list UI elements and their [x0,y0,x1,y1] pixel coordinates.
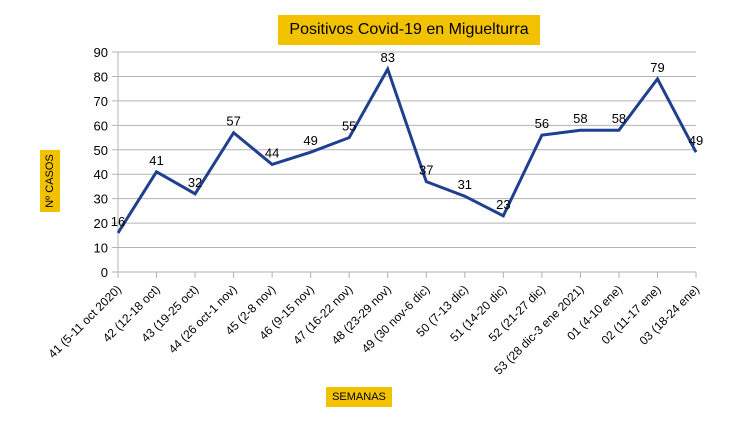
data-label: 37 [419,163,433,178]
x-axis-label: SEMANAS [326,387,392,407]
data-label: 49 [689,133,703,148]
series-line [116,65,698,234]
data-label: 41 [149,153,163,168]
y-tick-label: 50 [94,143,108,158]
x-tick-label: 44 (26 oct-1 nov) [166,282,240,356]
y-tick-label: 70 [94,94,108,109]
data-label: 56 [535,116,549,131]
data-label: 31 [458,177,472,192]
y-tick-label: 60 [94,118,108,133]
data-label: 83 [380,50,394,65]
y-tick-label: 90 [94,45,108,60]
y-axis-label-text: Nº CASOS [44,154,56,208]
data-label: 23 [496,197,510,212]
y-tick-label: 40 [94,167,108,182]
data-label: 44 [265,145,279,160]
y-axis-ticks: 0 10 20 30 40 50 60 70 80 90 [94,45,108,280]
data-label: 58 [573,111,587,126]
x-axis-ticks: 41 (5-11 oct 2020)42 (12-18 oct)43 (19-2… [46,272,702,378]
data-label: 79 [650,60,664,75]
data-label: 32 [188,175,202,190]
data-label: 57 [226,114,240,129]
data-label: 55 [342,119,356,134]
data-labels: 16 41 32 57 44 49 55 83 37 31 23 56 58 58 79 49 [111,50,703,229]
data-label: 49 [303,133,317,148]
y-tick-label: 0 [101,265,108,280]
gridlines [112,51,696,278]
chart-title: Positivos Covid-19 en Miguelturra [278,15,540,45]
data-label: 16 [111,214,125,229]
y-tick-label: 80 [94,69,108,84]
y-tick-label: 30 [94,192,108,207]
y-axis-label: Nº CASOS [40,150,60,212]
y-tick-label: 10 [94,241,108,256]
y-tick-label: 20 [94,216,108,231]
data-label: 58 [612,111,626,126]
x-tick-label: 49 (30 nov-6 dic) [359,282,433,356]
